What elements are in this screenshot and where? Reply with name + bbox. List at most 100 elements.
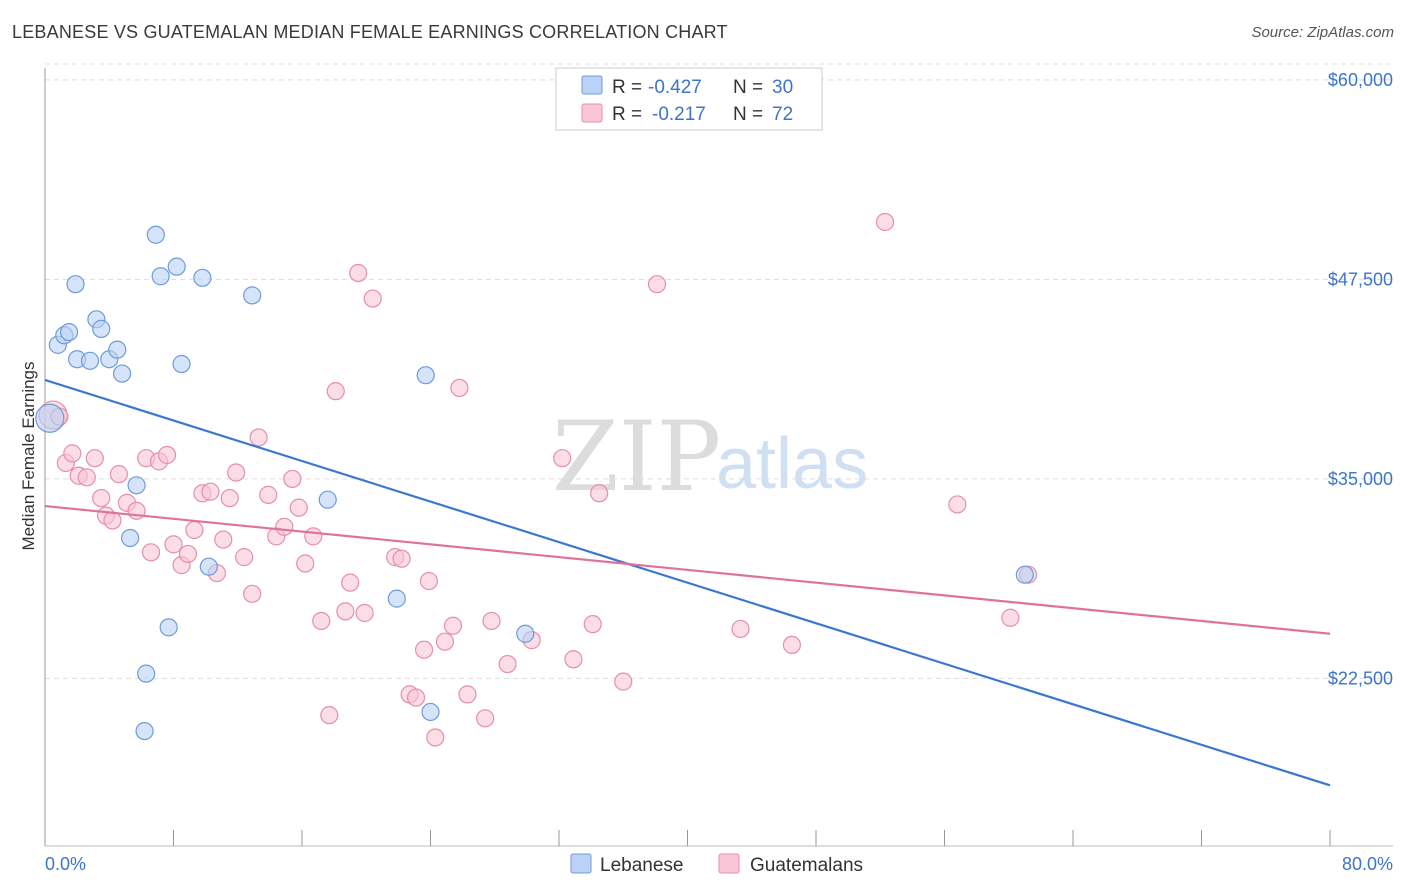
guatemalans-point xyxy=(419,571,438,591)
guatemalans-point xyxy=(590,484,609,503)
guatemalans-point xyxy=(185,520,204,540)
guatemalans-point xyxy=(458,685,477,704)
source-label: Source: ZipAtlas.com xyxy=(1251,24,1394,41)
guatemalans-point xyxy=(435,632,455,651)
guatemalans-points xyxy=(38,212,1038,747)
lebanese-point xyxy=(80,351,100,370)
guatemalans-point xyxy=(63,444,82,463)
guatemalans-point xyxy=(296,554,315,573)
guatemalans-point xyxy=(1001,608,1020,627)
legend-r-value-lebanese: -0.427 xyxy=(648,77,702,98)
lebanese-point xyxy=(172,354,191,374)
lebanese-point xyxy=(243,286,262,305)
lebanese-point xyxy=(193,268,212,287)
y-tick-label: $22,500 xyxy=(1328,668,1393,688)
guatemalans-point xyxy=(243,584,262,603)
guatemalans-legend-swatch xyxy=(718,853,740,874)
y-tick-label: $47,500 xyxy=(1328,269,1393,289)
guatemalans-point xyxy=(406,688,426,707)
guatemalans-swatch xyxy=(581,103,603,123)
guatemalans-point xyxy=(450,378,469,398)
guatemalans-point xyxy=(103,511,122,530)
guatemalans-point xyxy=(392,549,411,568)
guatemalans-point xyxy=(77,468,96,487)
guatemalans-point xyxy=(731,619,750,639)
lebanese-point xyxy=(121,528,140,548)
lebanese-point xyxy=(421,702,440,722)
lebanese-point xyxy=(1015,565,1034,584)
guatemalans-point xyxy=(875,212,895,232)
trend-lines xyxy=(44,378,1331,787)
lebanese-point xyxy=(387,589,406,608)
legend-n-value-lebanese: 30 xyxy=(772,77,793,98)
guatemalans-point xyxy=(482,611,501,631)
guatemalans-point xyxy=(647,275,667,294)
guatemalans-point xyxy=(164,535,183,554)
guatemalans-point xyxy=(443,616,463,635)
lebanese-point xyxy=(66,275,85,294)
guatemalans-point xyxy=(312,611,331,631)
y-tick-label: $35,000 xyxy=(1328,469,1393,489)
guatemalans-point xyxy=(109,465,128,484)
legend-n-label-lebanese: N = xyxy=(733,77,763,98)
guatemalans-point xyxy=(948,495,967,514)
y-axis-label: Median Female Earnings xyxy=(19,362,38,551)
guatemalans-point xyxy=(259,485,278,504)
guatemalans-point xyxy=(85,449,104,468)
guatemalans-point xyxy=(614,672,633,691)
chart-title: LEBANESE VS GUATEMALAN MEDIAN FEMALE EAR… xyxy=(12,22,728,42)
guatemalans-point xyxy=(235,548,254,567)
lebanese-legend-swatch xyxy=(570,853,592,874)
x-axis-ticks xyxy=(173,830,1331,846)
lebanese-swatch xyxy=(581,75,603,95)
x-tick-label-min: 0.0% xyxy=(45,854,86,874)
lebanese-points xyxy=(35,225,1034,741)
guatemalans-point xyxy=(326,382,345,401)
guatemalans-point xyxy=(336,602,355,621)
lebanese-trend-line xyxy=(44,378,1331,787)
lebanese-point xyxy=(92,319,111,338)
guatemalans-point xyxy=(157,445,177,465)
lebanese-point xyxy=(135,721,154,741)
stats-legend: R = -0.427 N = 30 R = -0.217 N = 72 xyxy=(555,67,823,131)
legend-n-label-guatemalans: N = xyxy=(733,104,763,125)
guatemalans-point xyxy=(564,650,583,669)
watermark-zip: ZIP xyxy=(552,401,721,513)
lebanese-point xyxy=(146,225,165,244)
legend-r-label-guatemalans: R = xyxy=(612,104,642,125)
lebanese-point xyxy=(112,364,132,383)
guatemalans-point xyxy=(227,463,246,482)
guatemalans-point xyxy=(214,530,233,549)
guatemalans-point xyxy=(341,573,360,592)
guatemalans-point xyxy=(363,289,382,308)
guatemalans-point xyxy=(498,654,517,674)
guatemalans-point xyxy=(355,603,374,623)
y-axis-tick-labels: $22,500 $35,000 $47,500 $60,000 xyxy=(1328,70,1393,688)
legend-r-label-lebanese: R = xyxy=(612,77,642,98)
lebanese-point xyxy=(151,267,170,286)
guatemalans-point xyxy=(553,449,572,468)
lebanese-point xyxy=(35,403,65,433)
lebanese-legend-label: Lebanese xyxy=(600,855,683,876)
lebanese-point xyxy=(516,624,535,643)
lebanese-point xyxy=(416,366,435,385)
lebanese-point xyxy=(59,322,79,342)
legend-r-value-guatemalans: -0.217 xyxy=(652,104,706,125)
guatemalans-point xyxy=(414,640,434,659)
x-tick-label-max: 80.0% xyxy=(1342,854,1393,874)
series-legend: Lebanese Guatemalans xyxy=(570,853,863,876)
guatemalans-point xyxy=(141,543,161,562)
guatemalans-point xyxy=(220,488,239,508)
lebanese-point xyxy=(108,340,127,359)
guatemalans-point xyxy=(178,544,198,564)
guatemalans-point xyxy=(349,263,368,283)
guatemalans-trend-line xyxy=(44,504,1331,635)
guatemalans-point xyxy=(320,706,339,725)
guatemalans-point xyxy=(304,527,323,546)
guatemalans-point xyxy=(426,728,445,747)
guatemalans-point xyxy=(289,498,308,517)
guatemalans-point xyxy=(201,482,220,501)
lebanese-point xyxy=(167,257,186,276)
guatemalans-point xyxy=(283,469,302,489)
